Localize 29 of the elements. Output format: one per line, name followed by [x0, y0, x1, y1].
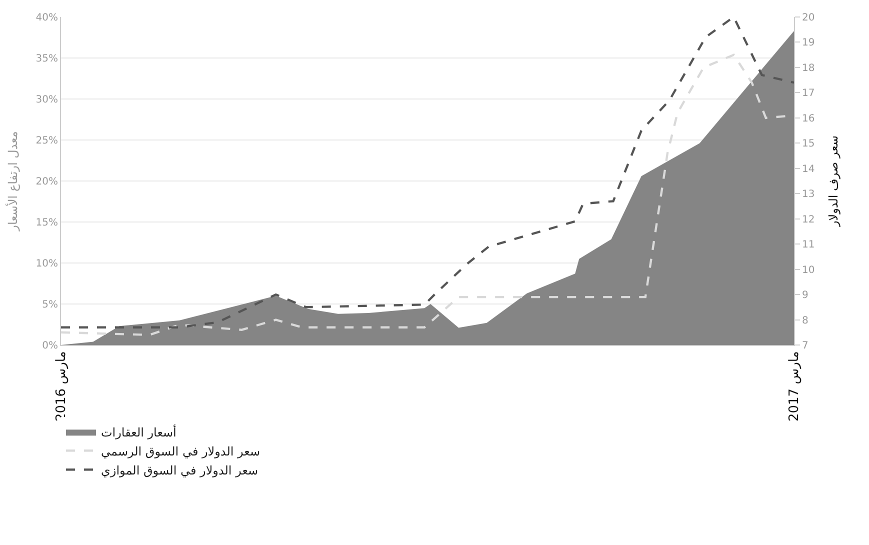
y-tick-label: 30% [36, 94, 58, 106]
y2-tick-label: 8 [802, 315, 808, 326]
y2-tick-label: 9 [802, 290, 808, 302]
y2-tick-label: 12 [802, 214, 815, 226]
y2-tick-label: 18 [802, 62, 815, 74]
y-tick-label: 5% [42, 300, 58, 310]
legend-label: سعر الدولار في السوق الرسمي [101, 444, 260, 458]
y-tick-label: 0% [42, 340, 58, 352]
y-tick-label: 25% [36, 136, 58, 146]
y2-axis-title: سعر صرف الدولار [826, 135, 841, 228]
y2-tick-label: 7 [802, 340, 808, 352]
y-axis-title: معدل ارتفاع الأسعار [5, 131, 20, 232]
y2-tick-label: 19 [802, 38, 815, 49]
legend-label: سعر الدولار في السوق الموازي [101, 463, 258, 478]
y2-tick-label: 20 [802, 12, 815, 24]
y2-tick-label: 10 [802, 264, 815, 276]
legend-label: أسعار العقارات [101, 424, 176, 440]
y-tick-label: 35% [36, 54, 58, 64]
y-tick-label: 15% [36, 218, 58, 228]
y2-tick-label: 11 [802, 240, 815, 251]
y2-tick-label: 14 [802, 164, 815, 175]
y-tick-label: 10% [36, 258, 58, 270]
y2-tick-label: 13 [802, 189, 815, 200]
y-tick-label: 20% [36, 176, 58, 188]
y2-tick-label: 15 [802, 138, 815, 150]
y-tick-label: 40% [36, 12, 58, 24]
y2-tick-label: 17 [802, 88, 815, 100]
x-tick-label: مارس 2017 [787, 351, 802, 422]
y2-tick-label: 16 [802, 113, 815, 124]
